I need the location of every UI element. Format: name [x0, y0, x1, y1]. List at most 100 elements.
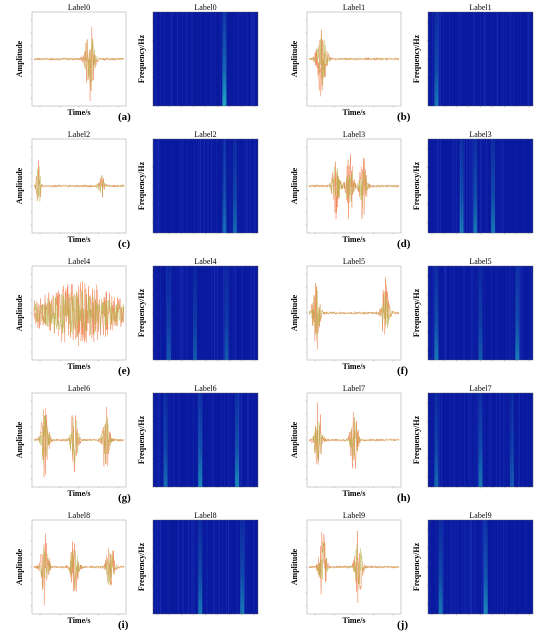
spectrogram-streak: [497, 12, 498, 106]
spectrogram-streak: [430, 520, 431, 614]
spectrogram-streak: [253, 266, 255, 360]
spectrogram-streak: [502, 139, 504, 233]
spectrogram-streak: [440, 139, 442, 233]
figure-panel: Label7 Time/s Amplitude Label7 Frequency/Hz: [283, 384, 550, 510]
waveform-filtered-trace: [308, 33, 400, 86]
spectrogram-streak: [192, 520, 194, 614]
spectrogram-y-label: Frequency/Hz: [137, 288, 146, 337]
spectrogram-background: [153, 12, 258, 106]
waveform-x-label: Time/s: [343, 235, 366, 244]
spectrogram-streak: [451, 520, 452, 614]
spectrogram-streak: [527, 266, 529, 360]
spectrogram-streak: [214, 266, 216, 360]
figure-panel: Label3 Time/s Amplitude Label3 Frequency/Hz: [283, 130, 550, 256]
spectrogram-streak: [247, 12, 249, 106]
spectrogram-streak: [519, 266, 521, 360]
spectrogram-streak: [252, 12, 254, 106]
spectrogram-streak: [527, 12, 529, 106]
spectrogram-streak: [483, 520, 484, 614]
spectrogram-streak: [468, 12, 470, 106]
waveform-y-label: Amplitude: [15, 294, 24, 331]
spectrogram-title: Label2: [194, 130, 216, 139]
waveform-y-label: Amplitude: [15, 40, 24, 77]
spectrogram-streak: [234, 266, 236, 360]
spectrogram-streak: [194, 139, 195, 233]
spectrogram-streak: [155, 139, 156, 233]
panel-svg: Label9 Time/s Amplitude Label9 Frequency/Hz: [290, 511, 534, 625]
spectrogram-streak: [181, 139, 183, 233]
spectrogram-streak: [514, 139, 516, 233]
spectrogram-streak: [468, 520, 469, 614]
spectrogram-streak: [456, 520, 458, 614]
spectrogram-streak: [159, 520, 161, 614]
spectrogram-streak: [172, 12, 174, 106]
spectrogram-streak: [232, 266, 234, 360]
spectrogram-streak: [211, 393, 212, 487]
spectrogram-streak: [165, 139, 166, 233]
spectrogram-streak: [251, 12, 252, 106]
spectrogram-streak: [187, 12, 189, 106]
spectrogram-streak: [428, 266, 429, 360]
spectrogram-streak: [177, 520, 179, 614]
spectrogram-band: [473, 139, 478, 233]
spectrogram-streak: [490, 393, 492, 487]
spectrogram-title: Label7: [469, 384, 491, 393]
spectrogram-band: [510, 393, 514, 487]
panel-caption: (g): [118, 492, 131, 504]
figure-panel: Label5 Time/s Amplitude Label5 Frequency/Hz: [283, 257, 550, 383]
spectrogram-streak: [452, 139, 454, 233]
spectrogram-streak: [239, 393, 241, 487]
panel-svg: Label6 Time/s Amplitude Label6 Frequency/Hz: [15, 384, 259, 498]
spectrogram-streak: [505, 139, 507, 233]
spectrogram-streak: [198, 139, 200, 233]
spectrogram-streak: [212, 12, 214, 106]
spectrogram-streak: [454, 266, 455, 360]
spectrogram-streak: [248, 266, 250, 360]
spectrogram-streak: [475, 266, 477, 360]
spectrogram-streak: [506, 393, 508, 487]
spectrogram-streak: [235, 266, 236, 360]
spectrogram-streak: [454, 266, 455, 360]
spectrogram-streak: [253, 266, 255, 360]
spectrogram-streak: [183, 520, 184, 614]
spectrogram-y-label: Frequency/Hz: [137, 34, 146, 83]
spectrogram-streak: [469, 139, 470, 233]
spectrogram-band: [483, 520, 488, 614]
spectrogram-streak: [206, 520, 208, 614]
spectrogram-streak: [455, 520, 456, 614]
spectrogram-streak: [214, 266, 215, 360]
spectrogram-streak: [154, 393, 155, 487]
spectrogram-streak: [191, 520, 193, 614]
spectrogram-streak: [464, 139, 466, 233]
spectrogram-streak: [254, 12, 255, 106]
spectrogram-streak: [245, 12, 247, 106]
spectrogram-streak: [255, 139, 256, 233]
spectrogram-streak: [220, 12, 221, 106]
spectrogram-streak: [508, 393, 510, 487]
waveform-title: Label7: [343, 384, 365, 393]
figure-panel: Label0 Time/s Amplitude Label0 Frequency/Hz: [8, 3, 276, 129]
spectrogram-streak: [179, 266, 181, 360]
spectrogram-streak: [172, 139, 174, 233]
spectrogram-band: [193, 266, 197, 360]
spectrogram-streak: [468, 520, 469, 614]
spectrogram-streak: [247, 139, 248, 233]
spectrogram-streak: [458, 520, 459, 614]
spectrogram-streak: [492, 12, 494, 106]
spectrogram-streak: [453, 520, 454, 614]
spectrogram-streak: [171, 12, 172, 106]
spectrogram-title: Label1: [469, 3, 491, 12]
spectrogram-streak: [243, 139, 245, 233]
spectrogram-band: [515, 266, 520, 360]
spectrogram-streak: [483, 12, 485, 106]
spectrogram-streak: [444, 266, 445, 360]
spectrogram-streak: [446, 520, 448, 614]
spectrogram-background: [428, 520, 533, 614]
spectrogram-streak: [497, 12, 499, 106]
spectrogram-streak: [240, 393, 242, 487]
spectrogram-streak: [187, 266, 188, 360]
spectrogram-streak: [512, 266, 514, 360]
spectrogram-streak: [431, 266, 433, 360]
spectrogram-streak: [500, 520, 501, 614]
spectrogram-streak: [228, 520, 230, 614]
